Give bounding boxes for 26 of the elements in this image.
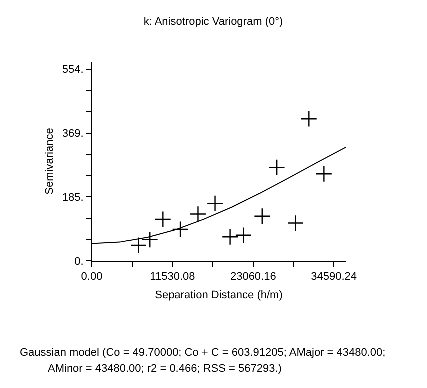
point [235,227,252,244]
point [206,195,224,212]
y-tick-label: 369. [62,128,84,140]
point [222,228,239,246]
point [268,159,286,176]
x-tick-label: 23060.16 [230,271,276,284]
text: AMinor = 43480.00; r2 = 0.466; RSS = 567293.) [48,363,282,375]
x-tick-label: 34590.24 [311,271,358,284]
y-tick-label: 554. [62,64,84,76]
x-tick-label: 0.00 [81,271,103,284]
point [172,221,189,238]
y-tick-label: 185. [62,192,84,204]
point [300,110,318,128]
x-axis-title: Separation Distance (h/m) [155,289,283,302]
point [287,214,304,232]
point [316,166,332,182]
text: Gaussian model (Co = 49.70000; Co + C = 603.91205; AMajor = 43480.00; [20,347,386,359]
point [254,208,271,225]
x-tick-label: 11530.08 [150,271,196,284]
point [154,211,172,228]
point [130,237,148,254]
point [190,206,207,223]
y-axis-title: Semivariance [44,128,56,195]
chart-title: k: Anisotropic Variogram (0°) [144,16,284,28]
y-tick-label: 0. [74,256,84,268]
point [142,232,158,248]
